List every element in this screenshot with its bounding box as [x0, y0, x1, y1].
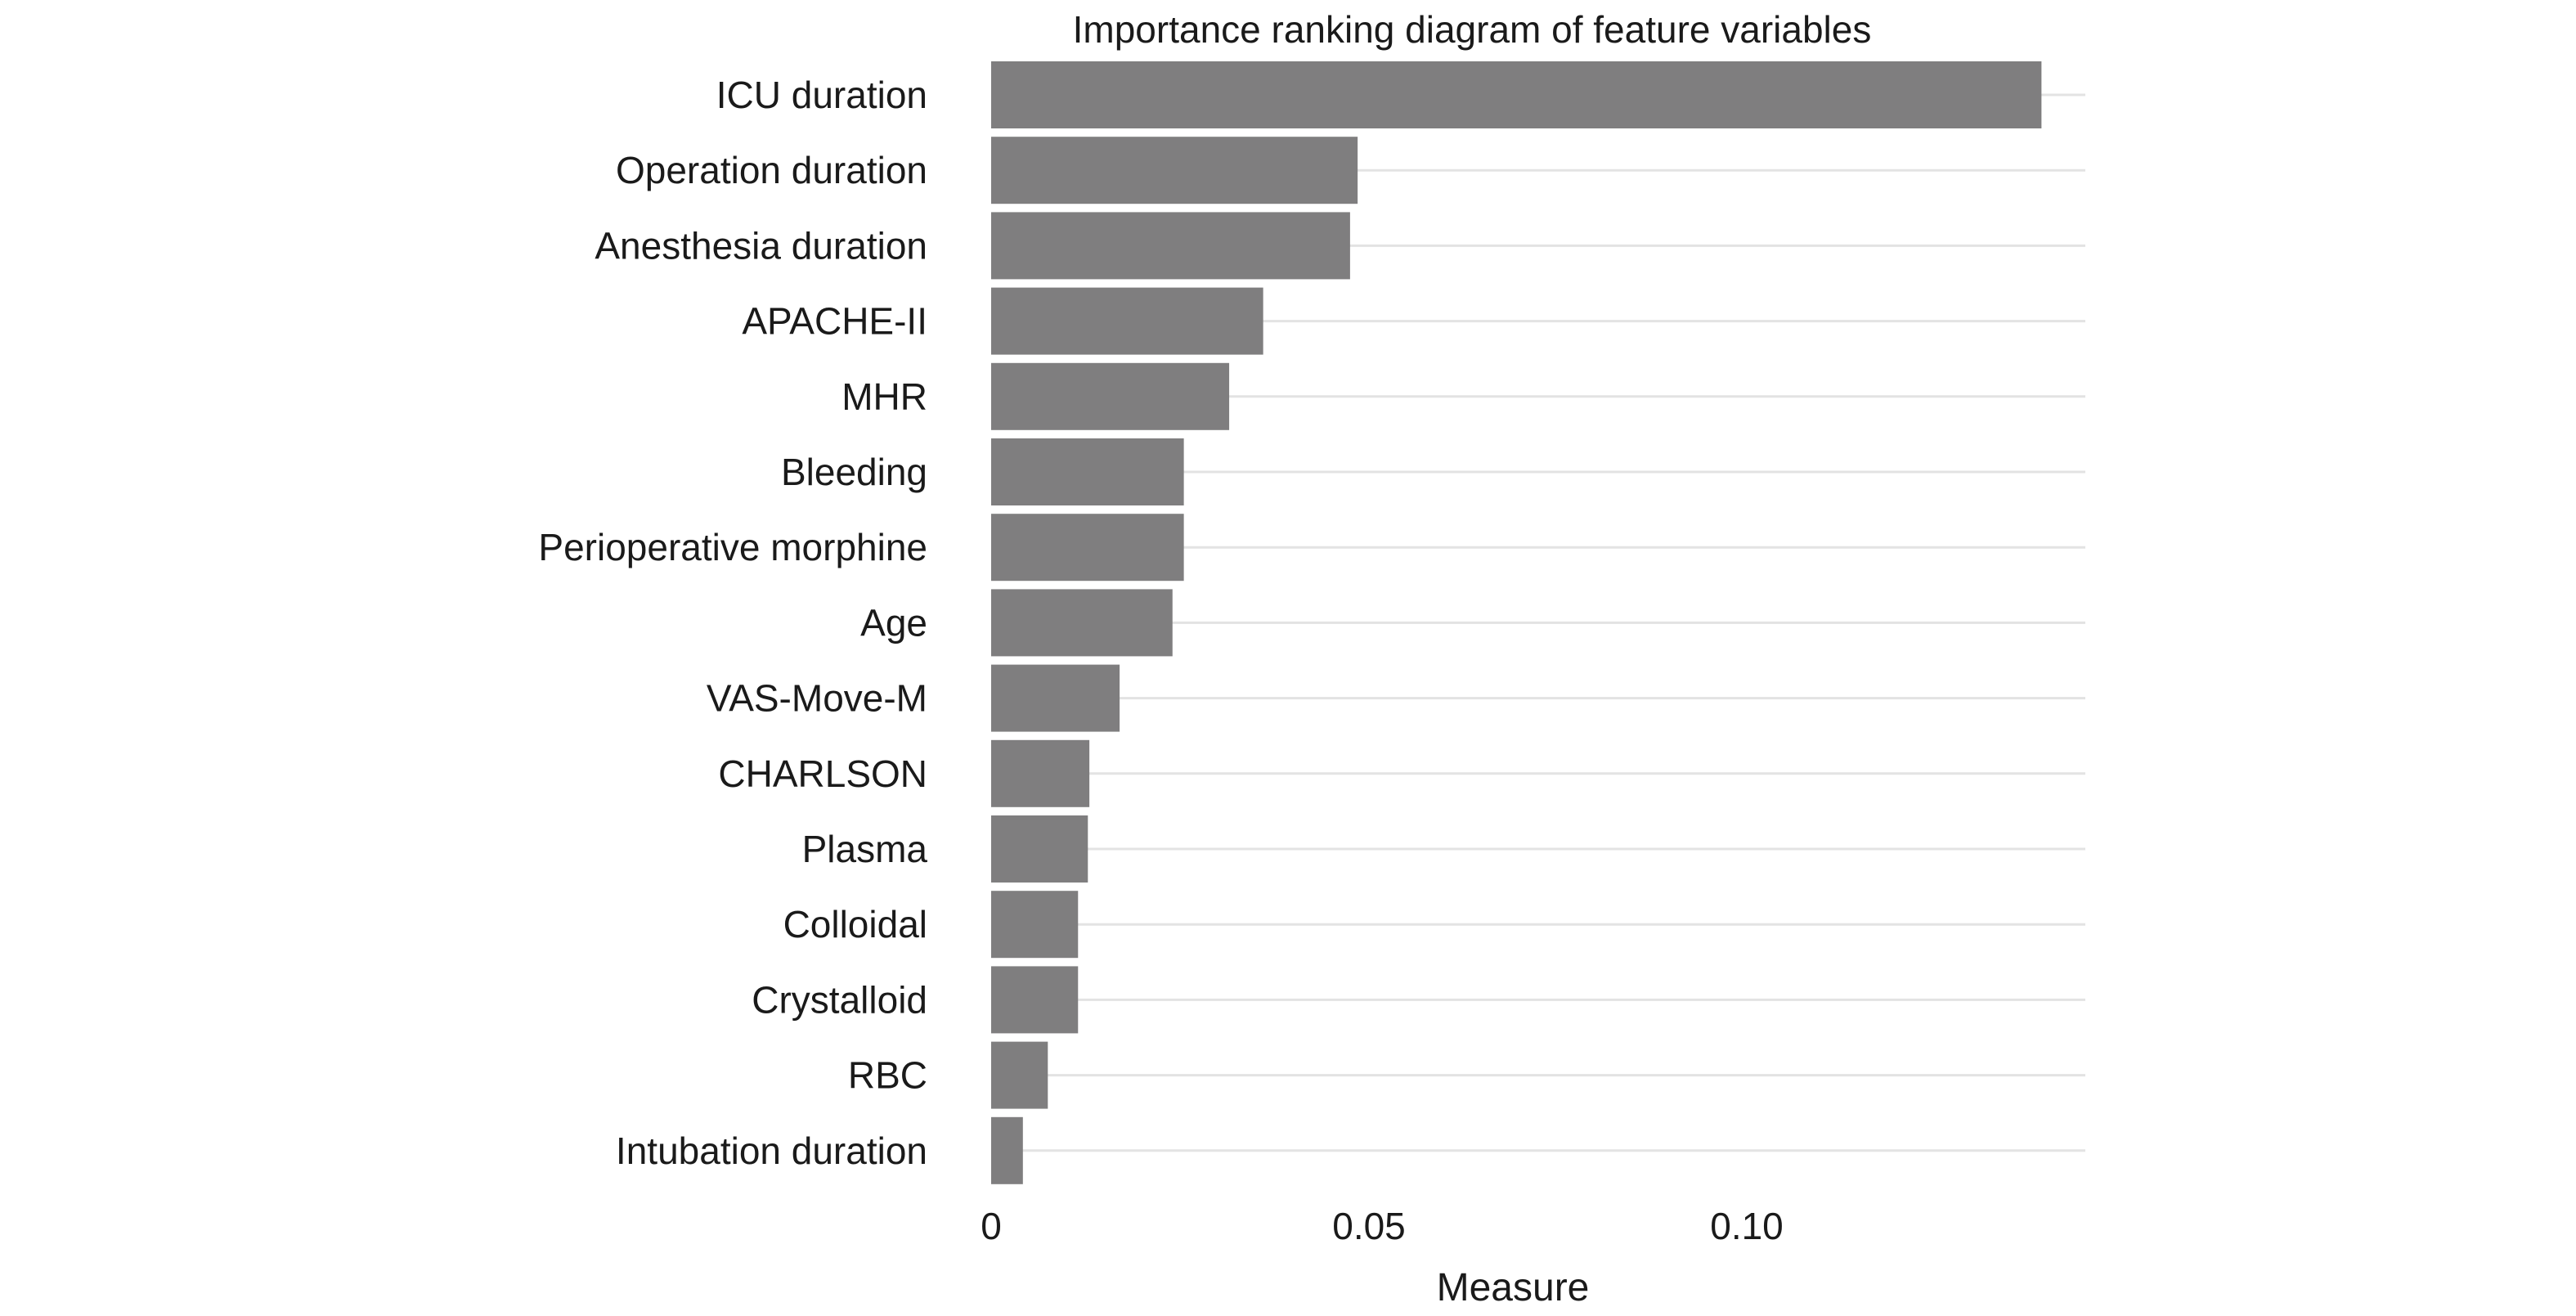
category-label: Operation duration: [616, 149, 927, 191]
bar: [991, 815, 1088, 883]
bar: [991, 514, 1184, 582]
category-label: Age: [860, 601, 927, 644]
category-label: ICU duration: [716, 74, 927, 116]
chart-title: Importance ranking diagram of feature va…: [1073, 8, 1872, 51]
bar: [991, 1116, 1023, 1184]
category-label: Intubation duration: [616, 1130, 927, 1172]
bars: [991, 61, 2042, 1184]
x-axis-title: Measure: [1437, 1266, 1590, 1309]
category-label: CHARLSON: [718, 752, 927, 795]
bar: [991, 287, 1263, 355]
x-tick-label: 0.10: [1710, 1205, 1784, 1247]
bar: [991, 438, 1184, 505]
category-label: APACHE-II: [742, 300, 927, 343]
bar: [991, 137, 1358, 204]
category-label: Crystalloid: [752, 978, 927, 1021]
bar: [991, 212, 1350, 280]
bar: [991, 589, 1173, 657]
category-label: Bleeding: [781, 451, 927, 493]
bar: [991, 739, 1090, 807]
category-label: Anesthesia duration: [595, 224, 927, 267]
bar: [991, 61, 2042, 128]
category-label: VAS-Move-M: [707, 677, 927, 720]
category-label: Plasma: [802, 828, 928, 870]
bar: [991, 1041, 1048, 1109]
bar: [991, 362, 1230, 430]
x-tick-label: 0: [981, 1205, 1002, 1247]
category-label: Colloidal: [783, 903, 927, 945]
x-tick-label: 0.05: [1332, 1205, 1406, 1247]
bar: [991, 966, 1079, 1034]
bar: [991, 891, 1079, 959]
category-label: MHR: [841, 375, 927, 418]
x-axis-ticks: 0 0.05 0.10: [981, 1205, 1784, 1247]
category-label: RBC: [848, 1054, 927, 1097]
bar: [991, 664, 1120, 732]
category-labels: ICU duration Operation duration Anesthesia…: [538, 74, 927, 1172]
category-label: Perioperative morphine: [538, 526, 927, 568]
